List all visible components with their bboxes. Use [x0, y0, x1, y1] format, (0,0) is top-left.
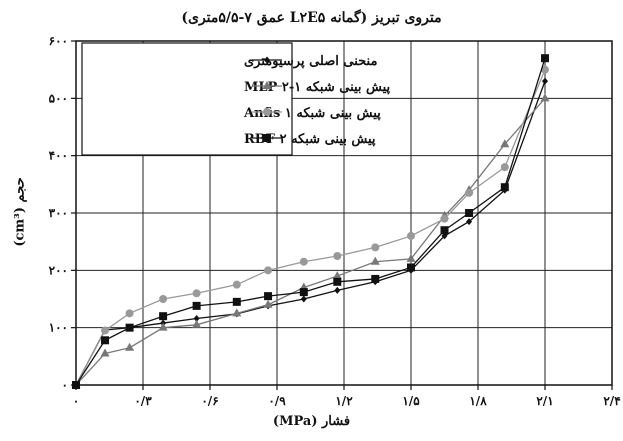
- data-point: [101, 326, 110, 335]
- y-tick-label: ۱۰۰: [49, 321, 68, 335]
- data-point: [159, 295, 168, 303]
- data-point: [101, 336, 110, 345]
- x-tick-label: ۲/۱: [536, 394, 553, 408]
- legend-item-3: پیش بینی شبکه ۱ Anfis: [243, 106, 381, 121]
- data-point: [371, 243, 380, 252]
- data-point: [72, 381, 80, 389]
- y-tick-label: ۶۰۰: [49, 34, 68, 48]
- data-point: [465, 188, 474, 197]
- x-tick-label: ۰: [73, 394, 79, 408]
- data-point: [192, 301, 201, 310]
- data-point: [192, 319, 202, 328]
- x-axis-label: فشار (MPa): [272, 414, 351, 429]
- x-tick-label: ۰/۶: [201, 394, 218, 408]
- y-tick-label: ۴۰۰: [49, 149, 68, 163]
- legend-item-1: منحنی اصلی پرسیومتری: [244, 54, 377, 69]
- data-point: [192, 289, 201, 298]
- axes: ۰ ۰/۳ ۰/۶ ۰/۹ ۱/۲ ۱/۵ ۱/۸ ۲/۱ ۲/۴ ۰ ۱۰۰ ۲۰۰ ۳۰۰ ۴۰۰ ۵۰…: [49, 34, 621, 408]
- series-group: [71, 54, 550, 389]
- data-point: [542, 77, 548, 85]
- legend-swatch-marker: [262, 81, 272, 89]
- data-point: [232, 280, 241, 289]
- x-tick-label: ۰/۹: [268, 394, 286, 408]
- legend-swatch-marker: [263, 108, 271, 116]
- data-point: [264, 266, 273, 275]
- data-point: [540, 93, 550, 102]
- series-3: [72, 65, 549, 389]
- legend-label: پیش بینی شبکه ۱-۲ MLP: [244, 80, 391, 95]
- data-point: [299, 288, 308, 297]
- legend-item-4: پیش بینی شبکه ۲ RBF: [244, 132, 376, 147]
- data-point: [125, 323, 134, 332]
- x-tick-label: ۲/۴: [603, 394, 620, 408]
- data-point: [159, 312, 168, 321]
- data-point: [465, 209, 474, 217]
- series-4: [72, 54, 549, 389]
- data-point: [370, 256, 380, 265]
- data-point: [500, 183, 509, 192]
- data-point: [407, 231, 415, 240]
- x-tick-label: ۱/۲: [335, 394, 353, 408]
- x-tick-label: ۱/۸: [469, 394, 487, 408]
- data-point: [100, 348, 110, 357]
- data-point: [158, 322, 168, 331]
- legend-swatch-marker: [264, 56, 270, 64]
- x-tick-label: ۰/۳: [134, 394, 152, 408]
- legend-label: پیش بینی شبکه ۱ Anfis: [243, 106, 381, 121]
- data-point: [333, 277, 342, 286]
- data-point: [232, 297, 241, 306]
- data-point: [332, 271, 342, 280]
- legend-box: [81, 42, 293, 156]
- legend-label: منحنی اصلی پرسیومتری: [244, 54, 377, 69]
- legend-label: پیش بینی شبکه ۲ RBF: [244, 132, 376, 147]
- y-tick-label: ۰: [62, 378, 68, 392]
- data-point: [193, 314, 200, 322]
- data-point: [406, 253, 416, 262]
- legend-swatch-marker: [263, 134, 271, 142]
- data-point: [500, 139, 510, 148]
- data-point: [125, 342, 135, 351]
- y-tick-label: ۲۰۰: [49, 263, 68, 277]
- data-point: [466, 218, 473, 226]
- data-point: [371, 274, 380, 283]
- y-tick-label: ۳۰۰: [49, 206, 68, 220]
- legend-item-2: پیش بینی شبکه ۱-۲ MLP: [244, 80, 391, 95]
- data-point: [407, 263, 415, 272]
- y-tick-label: ۵۰۰: [49, 91, 68, 105]
- data-point: [263, 299, 273, 308]
- data-point: [299, 257, 308, 266]
- data-point: [333, 252, 342, 260]
- chart-title: متروی تبریز (گمانه L۲E۵ عمق ۷-۵/۵متری): [181, 10, 442, 26]
- data-point: [125, 309, 134, 318]
- data-point: [264, 292, 273, 301]
- data-point: [500, 163, 509, 172]
- data-point: [300, 295, 307, 303]
- data-point: [440, 214, 449, 223]
- data-point: [541, 54, 549, 63]
- data-point: [440, 226, 449, 235]
- data-point: [541, 65, 549, 74]
- x-tick-label: ۱/۵: [402, 394, 420, 408]
- legend: منحنی اصلی پرسیومتری پیش بینی شبکه ۱-۲ ML…: [81, 42, 391, 156]
- data-point: [334, 286, 341, 294]
- data-point: [232, 308, 242, 317]
